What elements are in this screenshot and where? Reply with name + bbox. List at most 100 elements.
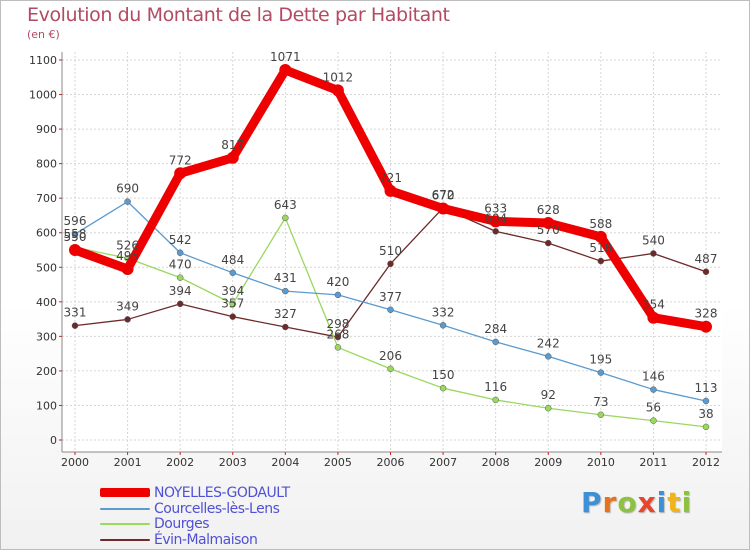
data-label-noyelles-godault: 721: [379, 171, 402, 185]
data-label-evin-malmaison: 298: [326, 317, 349, 331]
data-point-dourges: [439, 384, 447, 392]
data-point-evin-malmaison: [282, 323, 289, 331]
data-label-dourges: 56: [646, 401, 661, 415]
logo-letter: P: [581, 486, 603, 519]
data-point-evin-malmaison: [650, 250, 657, 257]
data-label-dourges: 558: [64, 227, 87, 241]
y-tick-label: 1000: [29, 89, 57, 102]
data-label-noyelles-godault: 550: [64, 230, 87, 244]
data-label-courcelles-les-lens: 113: [695, 381, 718, 395]
data-point-courcelles-les-lens: [71, 230, 79, 238]
data-label-evin-malmaison: 518: [589, 241, 612, 255]
x-tick-label: 2000: [61, 456, 89, 469]
data-point-evin-malmaison: [176, 300, 184, 308]
data-point-evin-malmaison: [702, 268, 710, 276]
data-label-evin-malmaison: 570: [537, 223, 560, 237]
data-point-noyelles-godault: [226, 151, 239, 164]
data-label-evin-malmaison: 672: [432, 188, 455, 202]
y-tick-label: 700: [36, 192, 57, 205]
data-point-noyelles-godault: [69, 244, 81, 256]
data-label-noyelles-godault: 633: [484, 201, 507, 215]
data-point-noyelles-godault: [384, 184, 397, 197]
data-label-evin-malmaison: 327: [274, 307, 297, 321]
data-label-evin-malmaison: 540: [642, 233, 665, 247]
legend-swatch: [100, 488, 150, 497]
data-point-evin-malmaison: [545, 239, 552, 247]
chart-title: Evolution du Montant de la Dette par Hab…: [27, 4, 450, 26]
logo-letter: i: [681, 486, 693, 519]
logo-letter: i: [656, 486, 668, 519]
proxiti-logo: Proxiti: [581, 486, 692, 519]
data-point-evin-malmaison: [387, 260, 394, 268]
data-point-evin-malmaison: [229, 313, 236, 320]
x-tick-label: 2010: [587, 456, 615, 469]
data-point-courcelles-les-lens: [597, 369, 605, 376]
data-label-courcelles-les-lens: 284: [484, 322, 507, 336]
data-point-dourges: [282, 214, 289, 222]
data-label-noyelles-godault: 1012: [323, 70, 354, 84]
data-point-courcelles-les-lens: [545, 353, 552, 360]
data-point-dourges: [545, 404, 552, 412]
x-tick-label: 2007: [429, 456, 457, 469]
data-point-noyelles-godault: [437, 202, 450, 215]
data-label-courcelles-les-lens: 242: [537, 336, 560, 350]
data-label-noyelles-godault: 495: [116, 249, 139, 263]
logo-letter: r: [602, 486, 618, 519]
data-point-dourges: [334, 344, 342, 351]
y-tick-label: 800: [36, 158, 57, 171]
data-label-noyelles-godault: 628: [537, 203, 560, 217]
x-tick-label: 2003: [219, 456, 247, 469]
data-point-noyelles-godault: [542, 217, 555, 230]
y-tick-label: 0: [50, 434, 57, 447]
legend-label: Évin-Malmaison: [154, 531, 258, 548]
legend-item-noyelles-godault: NOYELLES-GODAULT: [100, 485, 290, 501]
data-label-noyelles-godault: 328: [695, 307, 718, 321]
data-label-dourges: 394: [221, 284, 244, 298]
data-point-courcelles-les-lens: [334, 291, 342, 299]
legend-label: Dourges: [154, 515, 210, 532]
data-label-dourges: 526: [116, 238, 139, 252]
data-label-noyelles-godault: 588: [589, 217, 612, 231]
data-point-noyelles-godault: [279, 64, 292, 77]
data-label-courcelles-les-lens: 332: [432, 305, 455, 319]
data-label-evin-malmaison: 349: [116, 299, 139, 313]
x-tick-label: 2004: [271, 456, 299, 469]
x-tick-label: 2001: [114, 456, 142, 469]
logo-letter: t: [667, 486, 682, 519]
data-point-dourges: [650, 417, 657, 424]
data-label-noyelles-godault: 1071: [270, 50, 301, 64]
data-label-courcelles-les-lens: 690: [116, 182, 139, 196]
data-point-noyelles-godault: [647, 311, 660, 324]
data-point-courcelles-les-lens: [229, 269, 236, 277]
data-label-courcelles-les-lens: 377: [379, 290, 402, 304]
data-label-noyelles-godault: 772: [169, 153, 192, 167]
x-tick-label: 2009: [534, 456, 562, 469]
data-point-evin-malmaison: [124, 316, 131, 323]
chart-unit: (en €): [27, 28, 60, 41]
data-point-dourges: [387, 365, 394, 373]
legend-swatch: [100, 522, 150, 525]
data-label-evin-malmaison: 357: [221, 297, 244, 311]
y-tick-label: 400: [36, 296, 57, 309]
data-point-courcelles-les-lens: [387, 306, 394, 314]
data-label-dourges: 643: [274, 198, 297, 212]
legend-swatch: [100, 538, 150, 541]
logo-letter: x: [637, 486, 657, 519]
data-point-noyelles-godault: [489, 215, 502, 228]
data-label-evin-malmaison: 331: [64, 306, 87, 320]
data-label-dourges: 150: [432, 368, 455, 382]
x-tick-label: 2011: [639, 456, 667, 469]
data-label-courcelles-les-lens: 596: [64, 214, 87, 228]
data-label-courcelles-les-lens: 484: [221, 253, 244, 267]
data-label-courcelles-les-lens: 146: [642, 370, 665, 384]
data-point-noyelles-godault: [121, 263, 134, 275]
data-point-evin-malmaison: [597, 257, 605, 265]
data-label-noyelles-godault: 817: [221, 138, 244, 152]
data-label-evin-malmaison: 510: [379, 244, 402, 258]
data-point-courcelles-les-lens: [650, 386, 657, 393]
data-label-dourges: 38: [698, 407, 713, 421]
data-label-dourges: 470: [169, 258, 192, 272]
data-label-noyelles-godault: 354: [642, 298, 665, 312]
legend-item-courcelles-les-lens: Courcelles-lès-Lens: [100, 501, 280, 517]
